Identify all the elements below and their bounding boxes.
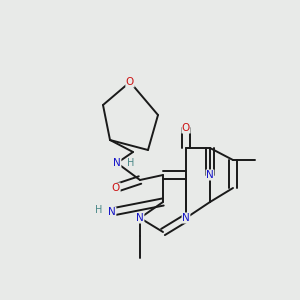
Text: O: O: [182, 123, 190, 133]
Text: H: H: [127, 158, 135, 168]
Text: N: N: [108, 207, 116, 217]
Text: N: N: [182, 213, 190, 223]
Text: H: H: [95, 205, 103, 215]
Text: N: N: [136, 213, 144, 223]
Text: N: N: [113, 158, 121, 168]
Text: O: O: [112, 183, 120, 193]
Text: O: O: [126, 77, 134, 87]
Text: N: N: [206, 170, 214, 180]
